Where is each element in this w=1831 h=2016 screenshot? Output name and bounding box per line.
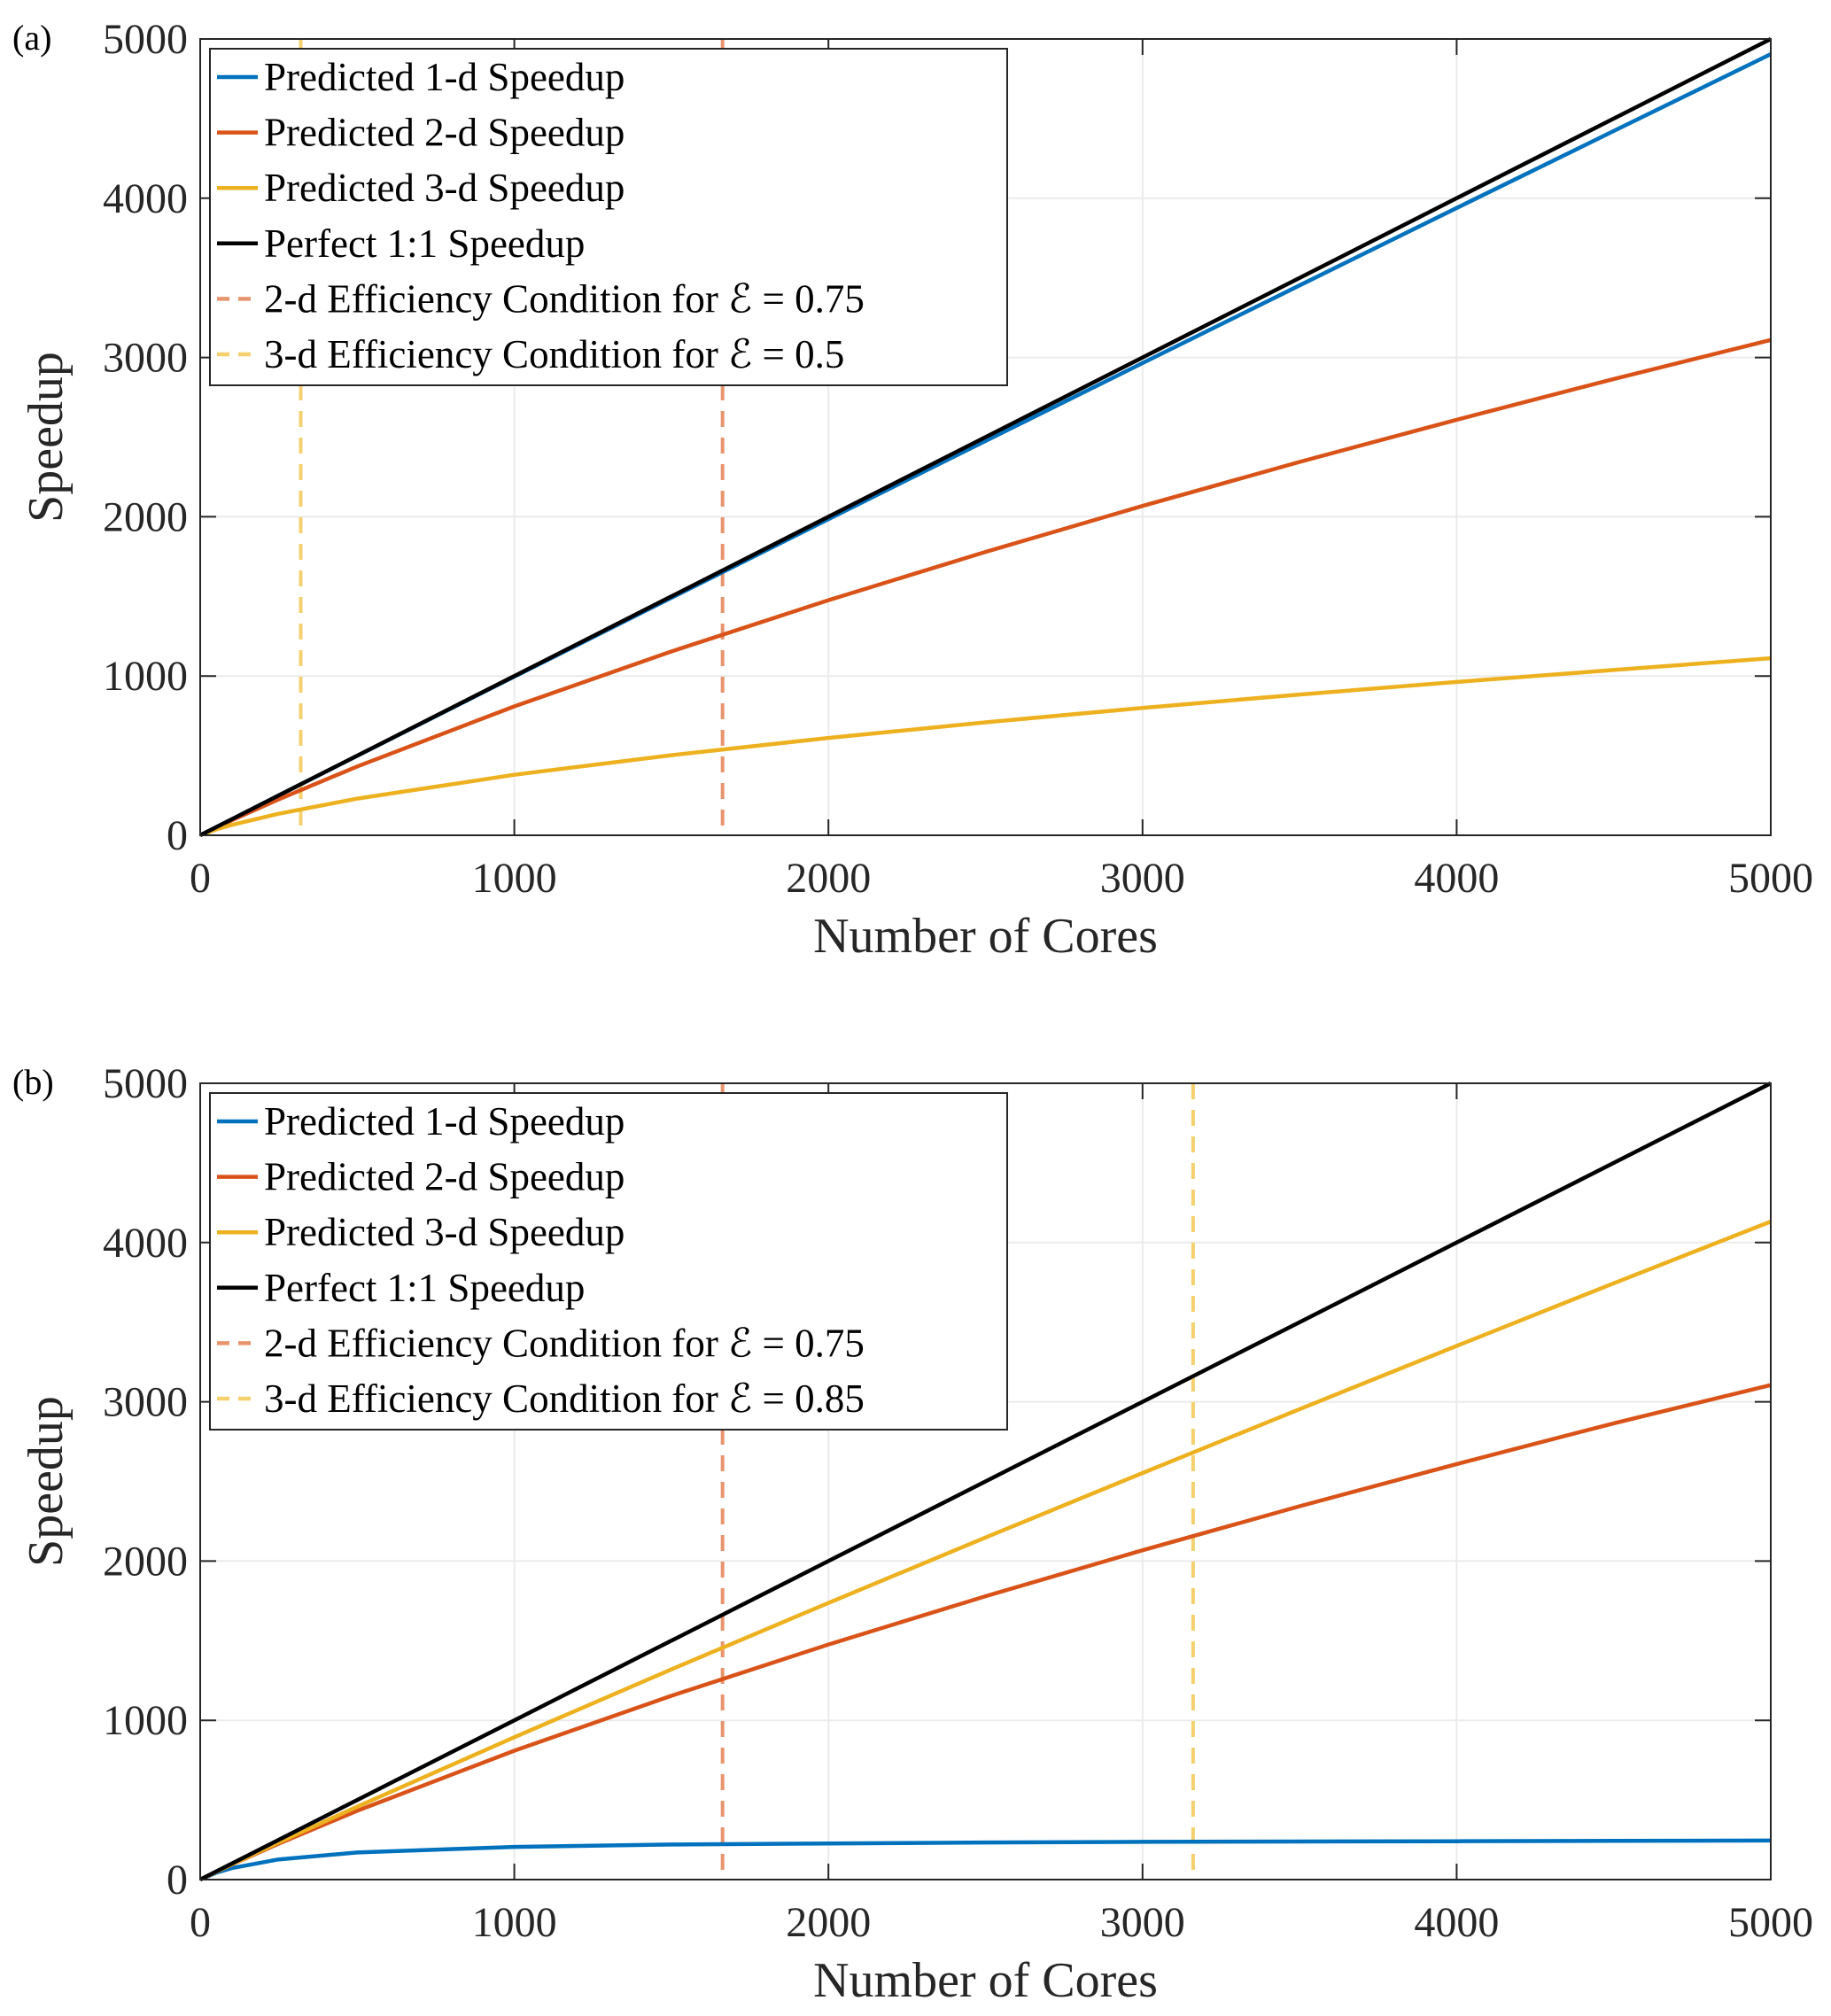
y-tick-label: 1000	[103, 1697, 188, 1744]
x-tick-label: 5000	[1728, 1899, 1813, 1946]
y-tick-label: 4000	[103, 1220, 188, 1267]
legend-entry: Predicted 2-d Speedup	[264, 1155, 625, 1199]
legend-entry: Predicted 3-d Speedup	[264, 166, 625, 210]
x-tick-label: 3000	[1100, 1899, 1185, 1946]
y-axis-label: Speedup	[19, 352, 74, 523]
legend-entry: 3-d Efficiency Condition for ℰ = 0.5	[264, 332, 844, 376]
y-tick-label: 0	[167, 812, 188, 859]
axes-box	[199, 1082, 1772, 1880]
legend-entry: Predicted 1-d Speedup	[264, 1099, 625, 1144]
x-tick-label: 2000	[786, 1899, 871, 1946]
y-tick-label: 0	[167, 1857, 188, 1904]
axes-box	[199, 38, 1772, 836]
y-tick-label: 4000	[103, 175, 188, 222]
legend-entry: Predicted 2-d Speedup	[264, 111, 625, 155]
y-tick-label: 5000	[103, 16, 188, 63]
legend-box	[209, 48, 1008, 386]
panel-label: (b)	[12, 1062, 54, 1102]
x-tick-label: 0	[190, 855, 211, 902]
y-tick-label: 2000	[103, 1538, 188, 1585]
legend-entry: Predicted 1-d Speedup	[264, 55, 625, 99]
legend-entry: Perfect 1:1 Speedup	[264, 1266, 585, 1310]
series-line-2	[199, 1383, 1772, 1882]
legend-box	[209, 1092, 1008, 1431]
y-tick-label: 2000	[103, 493, 188, 540]
panel-label: (a)	[12, 18, 51, 58]
x-tick-label: 2000	[786, 855, 871, 902]
series-line-4	[198, 36, 1773, 838]
panel-b: 0 1000 2000 3000 4000 5000 0 1000 2000 3000 4000 50…	[12, 1060, 1813, 2008]
x-tick-label: 4000	[1414, 1899, 1499, 1946]
y-tick-label: 1000	[103, 653, 188, 700]
y-axis-label: Speedup	[19, 1396, 74, 1567]
x-tick-label: 1000	[472, 855, 557, 902]
y-tick-label: 3000	[103, 1379, 188, 1426]
x-tick-label: 0	[190, 1899, 211, 1946]
legend-entry: Perfect 1:1 Speedup	[264, 221, 585, 266]
legend-entry: Predicted 3-d Speedup	[264, 1210, 625, 1254]
legend: Predicted 1-d Speedup Predicted 2-d Speed…	[209, 1092, 1008, 1431]
series-line-3	[199, 655, 1772, 838]
x-tick-label: 4000	[1414, 855, 1499, 902]
y-tick-label: 3000	[103, 335, 188, 382]
series-line-2	[199, 337, 1772, 838]
y-tick-label: 5000	[103, 1060, 188, 1107]
legend-entry: 2-d Efficiency Condition for ℰ = 0.75	[264, 276, 865, 321]
legend-entry: 2-d Efficiency Condition for ℰ = 0.75	[264, 1321, 865, 1365]
x-axis-label: Number of Cores	[813, 909, 1158, 964]
x-tick-label: 5000	[1728, 855, 1813, 902]
panel-a: 0 1000 2000 3000 4000 5000 0 1000 2000 3000 4000 50…	[12, 16, 1813, 964]
x-tick-label: 3000	[1100, 855, 1185, 902]
series-line-4	[198, 1081, 1773, 1882]
x-axis-label: Number of Cores	[813, 1953, 1158, 2008]
legend: Predicted 1-d Speedup Predicted 2-d Speed…	[209, 48, 1008, 386]
x-tick-label: 1000	[472, 1899, 557, 1946]
legend-entry: 3-d Efficiency Condition for ℰ = 0.85	[264, 1376, 865, 1421]
series-line-1	[199, 1838, 1772, 1882]
